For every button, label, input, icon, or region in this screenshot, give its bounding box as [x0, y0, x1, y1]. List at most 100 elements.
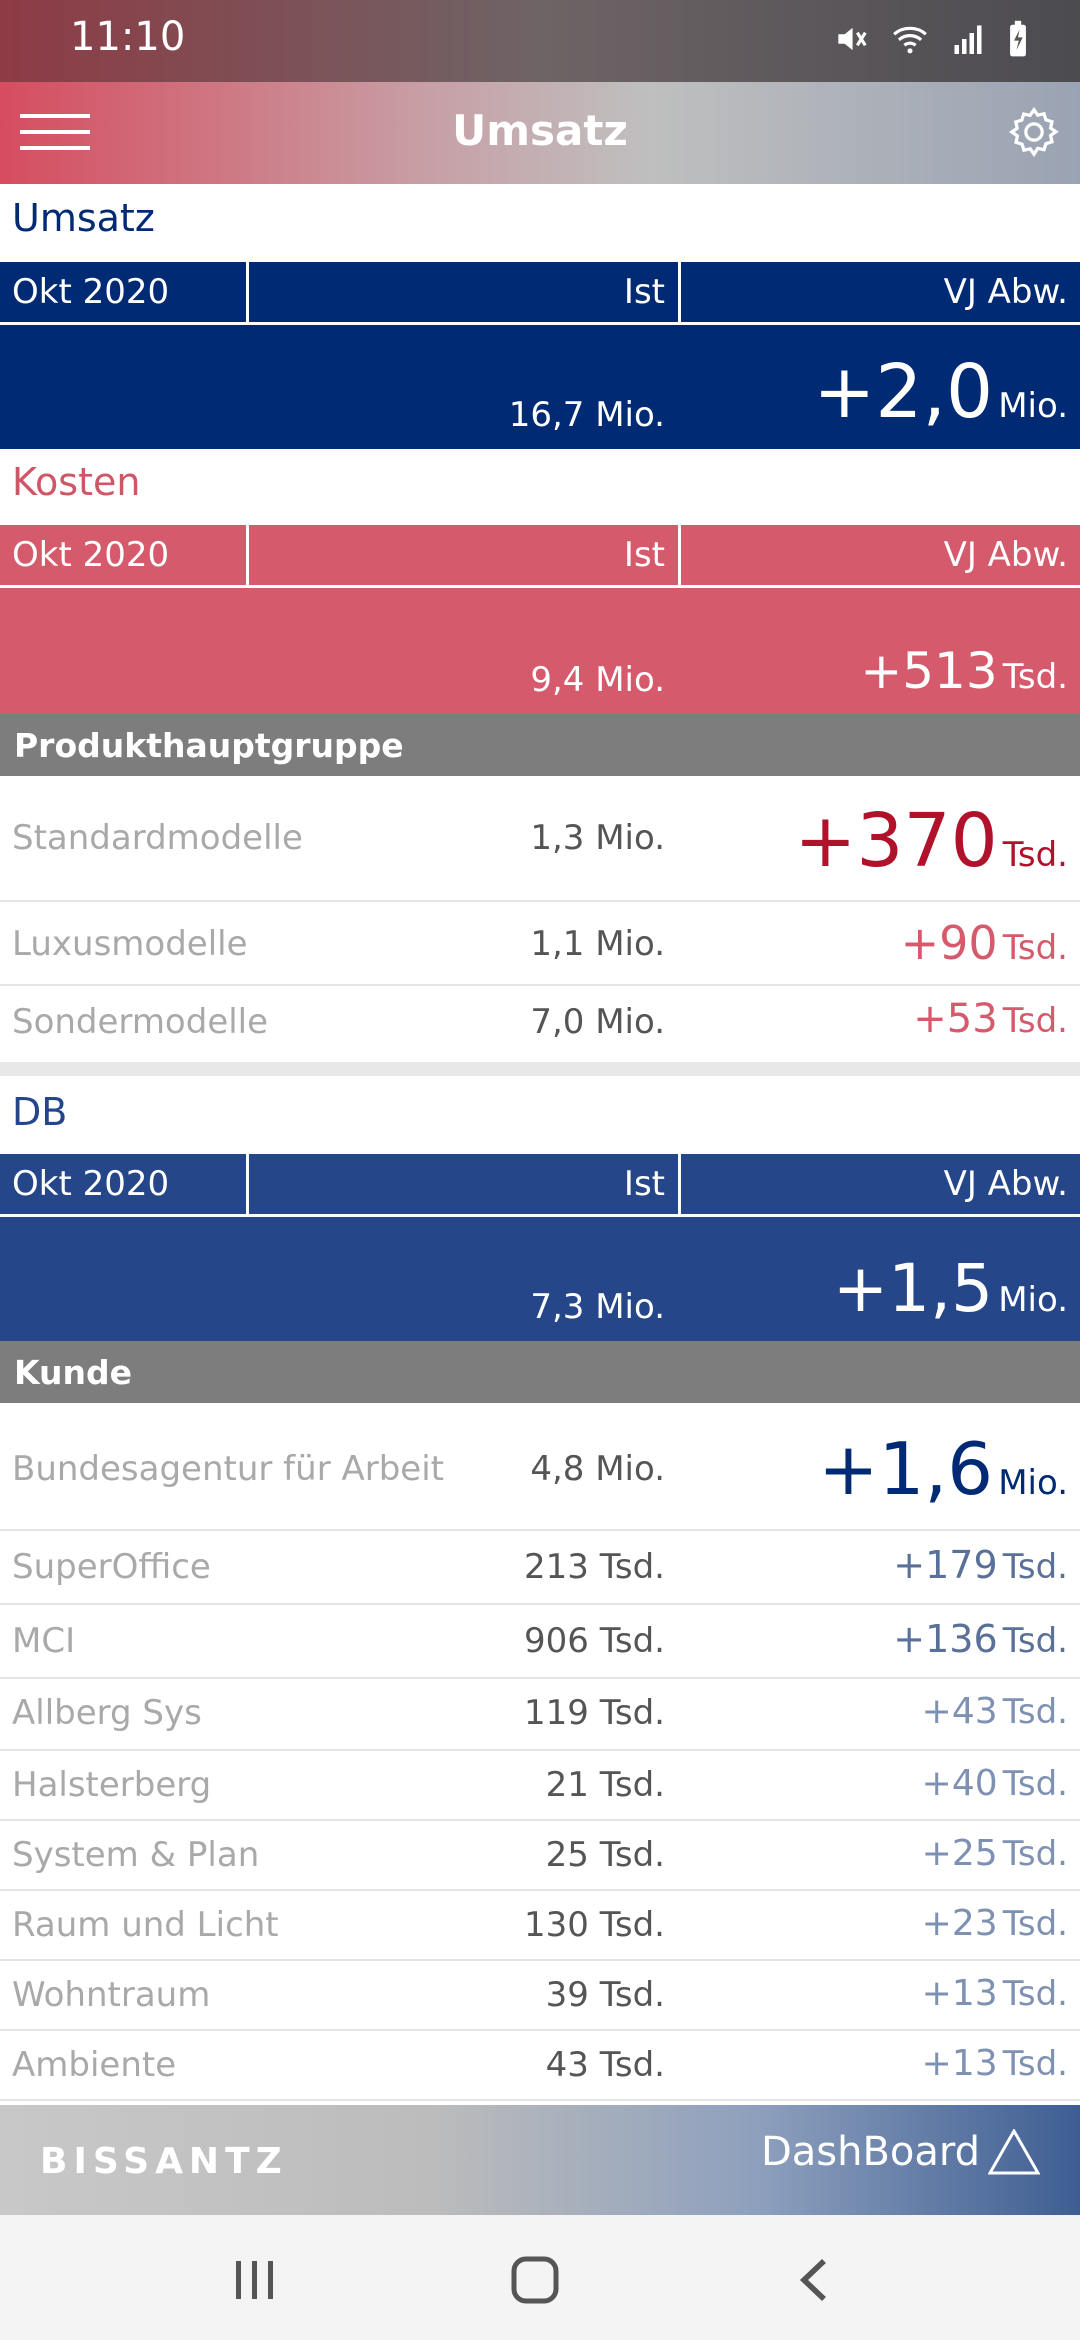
list-item-ist: 130 Tsd. — [524, 1905, 665, 1945]
list-item-deviation: +90 Tsd. — [900, 916, 1068, 970]
kosten-section-title: Kosten — [12, 460, 141, 504]
list-item-name: Bundesagentur für Arbeit — [12, 1449, 445, 1489]
list-item-deviation: +25 Tsd. — [921, 1833, 1068, 1874]
kosten-value-row[interactable]: 9,4 Mio. +513 Tsd. — [0, 585, 1080, 714]
list-item-ist: 43 Tsd. — [545, 2045, 665, 2085]
list-item-ist: 21 Tsd. — [545, 1765, 665, 1805]
list-item-deviation: +1,6 Mio. — [818, 1427, 1068, 1511]
recent-apps-icon — [236, 2261, 273, 2299]
list-item-ist: 1,3 Mio. — [530, 818, 665, 858]
app-bar: Umsatz — [0, 82, 1080, 184]
db-ist-value: 7,3 Mio. — [530, 1287, 665, 1327]
list-item-ist: 1,1 Mio. — [530, 924, 665, 964]
db-dev-value: +1,5 — [832, 1250, 994, 1327]
app-title: Umsatz — [452, 106, 628, 155]
list-item-deviation: +53 Tsd. — [913, 996, 1068, 1042]
list-item-name: Allberg Sys — [12, 1693, 202, 1733]
umsatz-header-row: Okt 2020 Ist VJ Abw. — [0, 262, 1080, 322]
umsatz-ist-value: 16,7 Mio. — [508, 395, 665, 435]
list-item[interactable]: Sondermodelle 7,0 Mio. +53 Tsd. — [0, 986, 1080, 1076]
umsatz-col-dev: VJ Abw. — [943, 272, 1068, 312]
list-item-deviation: +136 Tsd. — [893, 1617, 1068, 1661]
db-dev-unit: Mio. — [998, 1280, 1068, 1320]
dashboard-logo: DashBoard — [761, 2129, 1040, 2175]
status-icons — [832, 20, 1030, 58]
list-item-name: Raum und Licht — [12, 1905, 279, 1945]
wifi-icon — [893, 26, 927, 54]
list-item[interactable]: Bundesagentur für Arbeit 4,8 Mio. +1,6 M… — [0, 1405, 1080, 1531]
recent-apps-button[interactable] — [232, 2259, 278, 2305]
list-item-name: Ambiente — [12, 2045, 177, 2085]
list-item-ist: 906 Tsd. — [524, 1621, 665, 1661]
kosten-col-dev: VJ Abw. — [943, 535, 1068, 575]
list-item-name: Halsterberg — [12, 1765, 212, 1805]
umsatz-section-title: Umsatz — [12, 196, 155, 240]
kosten-header-row: Okt 2020 Ist VJ Abw. — [0, 525, 1080, 585]
list-item-name: Sondermodelle — [12, 1002, 269, 1042]
status-bar: 11:10 — [0, 0, 1080, 82]
umsatz-dev-value: +2,0 — [813, 349, 994, 435]
list-item[interactable]: Allberg Sys 119 Tsd. +43 Tsd. — [0, 1679, 1080, 1751]
home-button[interactable] — [510, 2255, 560, 2309]
umsatz-deviation: +2,0 Mio. — [813, 349, 1068, 435]
kunde-header: Kunde — [0, 1341, 1080, 1403]
list-item-deviation: +13 Tsd. — [921, 1973, 1068, 2014]
list-item-deviation: +40 Tsd. — [921, 1763, 1068, 1804]
produkthauptgruppe-header: Produkthauptgruppe — [0, 714, 1080, 776]
list-item-ist: 119 Tsd. — [524, 1693, 665, 1733]
list-item[interactable]: Luxusmodelle 1,1 Mio. +90 Tsd. — [0, 902, 1080, 986]
list-item-deviation: +23 Tsd. — [921, 1903, 1068, 1944]
list-item-deviation: +179 Tsd. — [893, 1543, 1068, 1587]
back-button[interactable] — [796, 2257, 832, 2307]
back-icon — [799, 2258, 826, 2302]
list-item[interactable]: Wohntraum 39 Tsd. +13 Tsd. — [0, 1961, 1080, 2031]
list-item[interactable]: Ambiente 43 Tsd. +13 Tsd. — [0, 2031, 1080, 2101]
db-col-dev: VJ Abw. — [943, 1164, 1068, 1204]
list-item[interactable]: Raum und Licht 130 Tsd. +23 Tsd. — [0, 1891, 1080, 1961]
kosten-period: Okt 2020 — [12, 535, 170, 575]
triangle-icon — [988, 2129, 1040, 2175]
list-item-name: Standardmodelle — [12, 818, 303, 858]
list-item[interactable]: MCI 906 Tsd. +136 Tsd. — [0, 1605, 1080, 1679]
gear-icon — [1008, 106, 1059, 158]
list-item[interactable]: Standardmodelle 1,3 Mio. +370 Tsd. — [0, 778, 1080, 902]
kosten-ist-value: 9,4 Mio. — [530, 660, 665, 700]
list-item-name: MCI — [12, 1621, 76, 1661]
system-nav-bar — [0, 2215, 1080, 2340]
db-value-row[interactable]: 7,3 Mio. +1,5 Mio. — [0, 1214, 1080, 1341]
list-item[interactable]: System & Plan 25 Tsd. +25 Tsd. — [0, 1821, 1080, 1891]
list-item[interactable]: Halsterberg 21 Tsd. +40 Tsd. — [0, 1751, 1080, 1821]
db-period: Okt 2020 — [12, 1164, 170, 1204]
list-item-name: System & Plan — [12, 1835, 260, 1875]
list-item-ist: 39 Tsd. — [545, 1975, 665, 2015]
signal-icon — [954, 25, 982, 54]
db-header-row: Okt 2020 Ist VJ Abw. — [0, 1154, 1080, 1214]
kosten-dev-value: +513 — [860, 642, 998, 700]
list-item-name: Luxusmodelle — [12, 924, 248, 964]
settings-button[interactable] — [1006, 104, 1062, 160]
list-item-name: Wohntraum — [12, 1975, 211, 2015]
list-item-deviation: +370 Tsd. — [794, 798, 1068, 884]
dashboard-label: DashBoard — [760, 2129, 980, 2175]
kosten-col-ist: Ist — [623, 535, 665, 575]
list-item-ist: 4,8 Mio. — [530, 1449, 665, 1489]
umsatz-dev-unit: Mio. — [998, 386, 1068, 426]
list-item-ist: 213 Tsd. — [524, 1547, 665, 1587]
list-item-ist: 25 Tsd. — [545, 1835, 665, 1875]
umsatz-col-ist: Ist — [623, 272, 665, 312]
list-item[interactable]: SuperOffice 213 Tsd. +179 Tsd. — [0, 1531, 1080, 1605]
mute-icon — [838, 27, 867, 51]
db-deviation: +1,5 Mio. — [833, 1250, 1068, 1327]
list-item-name: SuperOffice — [12, 1547, 211, 1587]
umsatz-value-row[interactable]: 16,7 Mio. +2,0 Mio. — [0, 322, 1080, 449]
status-time: 11:10 — [70, 14, 186, 60]
menu-button[interactable] — [20, 114, 90, 154]
umsatz-period: Okt 2020 — [12, 272, 170, 312]
produkthauptgruppe-label: Produkthauptgruppe — [14, 726, 404, 765]
kosten-dev-unit: Tsd. — [1002, 657, 1068, 697]
db-col-ist: Ist — [623, 1164, 665, 1204]
kunde-label: Kunde — [14, 1353, 132, 1392]
list-item-ist: 7,0 Mio. — [530, 1002, 665, 1042]
brand-logo: BISSANTZ — [40, 2141, 288, 2182]
db-section-title: DB — [12, 1090, 68, 1134]
